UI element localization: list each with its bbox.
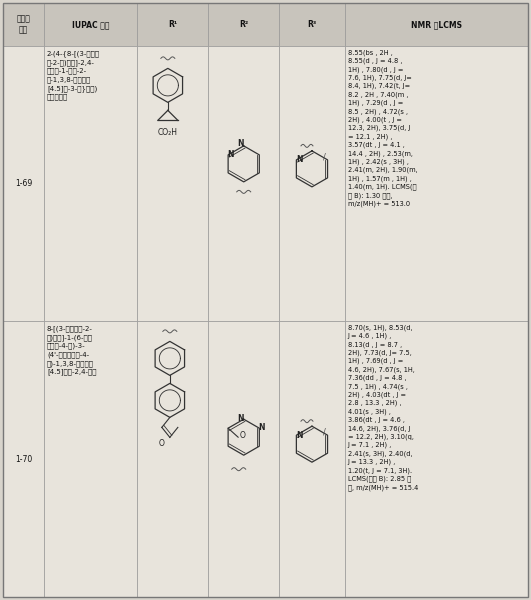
Text: 1-70: 1-70 bbox=[15, 455, 32, 464]
Text: N: N bbox=[258, 422, 264, 431]
Text: R²: R² bbox=[239, 20, 249, 29]
Bar bbox=[3, 3, 44, 46]
Text: /: / bbox=[323, 152, 326, 161]
Bar bbox=[44, 46, 138, 322]
Text: NMR 和LCMS: NMR 和LCMS bbox=[411, 20, 462, 29]
Text: 1-69: 1-69 bbox=[15, 179, 32, 188]
Text: N: N bbox=[227, 151, 233, 160]
Bar bbox=[279, 322, 345, 597]
Text: /: / bbox=[323, 428, 326, 437]
Text: 实施例
编号: 实施例 编号 bbox=[16, 14, 30, 35]
Bar bbox=[345, 322, 528, 597]
Bar bbox=[44, 322, 138, 597]
Bar bbox=[279, 3, 345, 46]
Bar bbox=[208, 3, 279, 46]
Text: CO₂H: CO₂H bbox=[158, 128, 178, 137]
Text: N: N bbox=[296, 155, 303, 164]
Text: O: O bbox=[159, 439, 165, 448]
Text: N: N bbox=[296, 431, 303, 440]
Text: O: O bbox=[240, 431, 246, 440]
Text: 8.70(s, 1H), 8.53(d,
J = 4.6 , 1H) ,
8.13(d , J = 8.7 ,
2H), 7.73(d, J= 7.5,
1H): 8.70(s, 1H), 8.53(d, J = 4.6 , 1H) , 8.1… bbox=[348, 325, 418, 491]
Bar bbox=[3, 46, 44, 322]
Bar bbox=[44, 3, 138, 46]
Bar bbox=[279, 46, 345, 322]
Text: N: N bbox=[237, 139, 244, 148]
Text: 2-(4-{8-[(3-甲基吡
啶-2-基)甲基]-2,4-
二氧代-1-嘧啶-2-
基-1,3,8-三氮杂螺
[4.5]癸-3-基}苯基)
环丙烷羧酸: 2-(4-{8-[(3-甲基吡 啶-2-基)甲基]-2,4- 二氧代-1-嘧啶-… bbox=[47, 50, 100, 100]
Bar bbox=[345, 3, 528, 46]
Bar bbox=[208, 322, 279, 597]
Bar bbox=[3, 322, 44, 597]
Text: N: N bbox=[237, 413, 244, 422]
Bar bbox=[138, 3, 208, 46]
Bar bbox=[138, 46, 208, 322]
Text: 8-[(3-甲基吡啶-2-
基)甲基]-1-(6-甲氧
基嘧啶-4-基)-3-
(4'-丙酮联苯基-4-
基)-1,3,8-三氮杂螺
[4.5]癸烷-2,4-二: 8-[(3-甲基吡啶-2- 基)甲基]-1-(6-甲氧 基嘧啶-4-基)-3- … bbox=[47, 325, 97, 376]
Text: IUPAC 名称: IUPAC 名称 bbox=[72, 20, 109, 29]
Text: R¹: R¹ bbox=[168, 20, 177, 29]
Text: R³: R³ bbox=[307, 20, 316, 29]
Bar bbox=[208, 46, 279, 322]
Bar bbox=[138, 322, 208, 597]
Bar bbox=[345, 46, 528, 322]
Text: 8.55(bs , 2H ,
8.55(d , J = 4.8 ,
1H) , 7.80(d , J =
7.6, 1H), 7.75(d, J=
8.4, 1: 8.55(bs , 2H , 8.55(d , J = 4.8 , 1H) , … bbox=[348, 49, 417, 207]
